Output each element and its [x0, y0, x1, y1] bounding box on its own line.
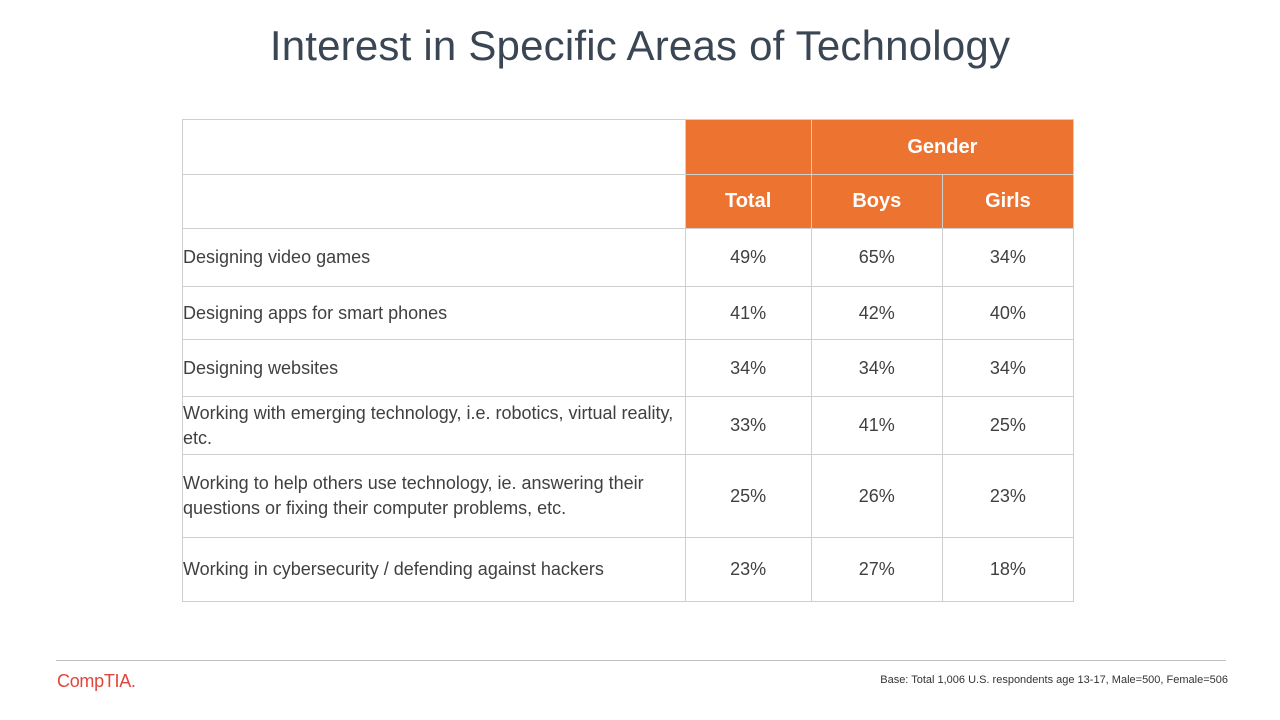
- cell-total: 41%: [684, 286, 812, 340]
- header-blank-total-cell: [684, 119, 812, 175]
- slide-title: Interest in Specific Areas of Technology: [269, 22, 1011, 69]
- table-row: Designing websites 34% 34% 34%: [182, 339, 1075, 397]
- cell-girls: 25%: [941, 396, 1075, 455]
- row-label: Working to help others use technology, i…: [182, 454, 686, 538]
- row-label: Working in cybersecurity / defending aga…: [182, 537, 686, 602]
- base-note: Base: Total 1,006 U.S. respondents age 1…: [880, 674, 1228, 686]
- table-row: Working with emerging technology, i.e. r…: [182, 396, 1075, 455]
- row-label: Working with emerging technology, i.e. r…: [182, 396, 686, 455]
- column-header-girls: Girls: [941, 174, 1075, 229]
- header-row-group: Gender: [182, 119, 1075, 175]
- cell-boys: 26%: [810, 454, 943, 538]
- header-blank-cell: [182, 119, 686, 175]
- cell-boys: 41%: [810, 396, 943, 455]
- column-header-total: Total: [684, 174, 812, 229]
- cell-total: 25%: [684, 454, 812, 538]
- cell-girls: 40%: [941, 286, 1075, 340]
- row-label: Designing video games: [182, 228, 686, 287]
- cell-boys: 65%: [810, 228, 943, 287]
- cell-boys: 42%: [810, 286, 943, 340]
- cell-boys: 27%: [810, 537, 943, 602]
- interest-table: Gender Total Boys Girls Designing video …: [182, 119, 1075, 602]
- table-row: Working to help others use technology, i…: [182, 454, 1075, 538]
- cell-girls: 23%: [941, 454, 1075, 538]
- footer-divider: [56, 660, 1226, 661]
- cell-total: 23%: [684, 537, 812, 602]
- cell-total: 49%: [684, 228, 812, 287]
- header-blank-cell: [182, 174, 686, 229]
- cell-boys: 34%: [810, 339, 943, 397]
- cell-girls: 34%: [941, 339, 1075, 397]
- cell-total: 33%: [684, 396, 812, 455]
- gender-group-header: Gender: [810, 119, 1075, 175]
- table-row: Working in cybersecurity / defending aga…: [182, 537, 1075, 602]
- column-header-boys: Boys: [810, 174, 943, 229]
- cell-total: 34%: [684, 339, 812, 397]
- comptia-logo: CompTIA.: [57, 671, 136, 691]
- row-label: Designing apps for smart phones: [182, 286, 686, 340]
- header-row-columns: Total Boys Girls: [182, 174, 1075, 229]
- table-row: Designing apps for smart phones 41% 42% …: [182, 286, 1075, 340]
- row-label: Designing websites: [182, 339, 686, 397]
- cell-girls: 34%: [941, 228, 1075, 287]
- table-row: Designing video games 49% 65% 34%: [182, 228, 1075, 287]
- cell-girls: 18%: [941, 537, 1075, 602]
